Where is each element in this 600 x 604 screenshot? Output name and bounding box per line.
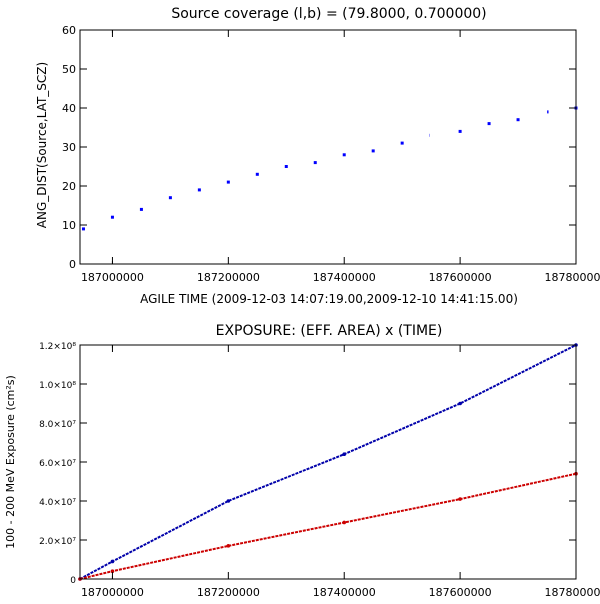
- exposure-series-line-0: [79, 344, 577, 580]
- coverage-marks: [81, 31, 578, 231]
- coverage-ylabel: ANG_DIST(Source,LAT_SCZ): [35, 62, 49, 228]
- plot-frame: [79, 344, 577, 580]
- y-tick-label: 30: [62, 141, 76, 154]
- coverage-chart: Source coverage (l,b) = (79.8000, 0.7000…: [35, 6, 600, 306]
- dot-point: [197, 188, 201, 192]
- coverage-gap: [124, 31, 128, 161]
- exposure-point: [342, 520, 347, 525]
- y-tick-label: 20: [62, 180, 76, 193]
- y-tick-label: 6.0×10⁷: [39, 459, 76, 469]
- y-tick-label: 50: [62, 63, 76, 76]
- x-tick-label: 187000000: [81, 586, 144, 599]
- dot-point: [139, 207, 143, 211]
- y-tick-label: 0: [69, 258, 76, 271]
- exposure-point: [226, 499, 231, 503]
- x-tick-label: 187400000: [313, 271, 376, 284]
- y-tick-label: 40: [62, 102, 76, 115]
- plot-frame: [79, 29, 577, 265]
- dot-point: [81, 227, 85, 231]
- exposure-title: EXPOSURE: (EFF. AREA) x (TIME): [216, 323, 443, 339]
- coverage-xlabel: AGILE TIME (2009-12-03 14:07:19.00,2009-…: [140, 292, 518, 306]
- x-tick-label: 187200000: [197, 271, 260, 284]
- dot-point: [110, 215, 114, 219]
- dot-point: [342, 153, 346, 157]
- dot-point: [400, 141, 404, 145]
- x-tick-label: 187600000: [429, 586, 492, 599]
- coverage-gap: [544, 31, 548, 161]
- coverage-title: Source coverage (l,b) = (79.8000, 0.7000…: [171, 6, 486, 22]
- exposure-point: [226, 544, 231, 548]
- dot-point: [487, 122, 491, 126]
- exposure-point: [110, 569, 115, 573]
- exposure-point: [110, 559, 115, 564]
- y-tick-label: 0: [70, 576, 76, 586]
- dot-point: [516, 118, 520, 122]
- dot-point: [226, 180, 230, 184]
- dot-point: [458, 129, 462, 133]
- coverage-gap: [108, 31, 112, 161]
- x-tick-label: 187000000: [81, 271, 144, 284]
- exposure-marks: [78, 343, 578, 581]
- dot-point: [168, 196, 172, 200]
- dot-point: [313, 161, 317, 165]
- y-tick-label: 1.0×10⁸: [39, 381, 76, 391]
- y-tick-label: 2.0×10⁷: [39, 537, 76, 547]
- y-tick-label: 8.0×10⁷: [39, 420, 76, 430]
- coverage-gap: [429, 31, 433, 161]
- coverage-gap: [161, 31, 165, 161]
- x-tick-label: 187200000: [197, 586, 260, 599]
- exposure-point: [458, 497, 462, 501]
- x-tick-label: 187400000: [313, 586, 376, 599]
- y-tick-label: 1.2×10⁸: [39, 342, 76, 352]
- dot-point: [284, 165, 288, 168]
- dot-point: [255, 172, 259, 176]
- coverage-gap: [444, 31, 448, 161]
- dot-point: [371, 149, 375, 153]
- exposure-point: [458, 401, 462, 406]
- y-tick-label: 60: [62, 24, 76, 37]
- coverage-axes: 187000000 187200000 187400000 187600000 1878…: [62, 24, 600, 284]
- exposure-chart: EXPOSURE: (EFF. AREA) x (TIME) 100 - 200…: [4, 323, 600, 599]
- exposure-series-line-1: [79, 472, 577, 580]
- exposure-axes: 187000000 187200000 187400000 187600000 1878…: [39, 342, 600, 599]
- coverage-gap: [281, 31, 285, 161]
- y-tick-label: 10: [62, 219, 76, 232]
- y-tick-label: 4.0×10⁷: [39, 498, 76, 508]
- exposure-point: [342, 452, 347, 457]
- exposure-ylabel: 100 - 200 MeV Exposure (cm²s): [4, 375, 17, 549]
- x-tick-label: 187600000: [429, 271, 492, 284]
- coverage-gap: [221, 31, 225, 161]
